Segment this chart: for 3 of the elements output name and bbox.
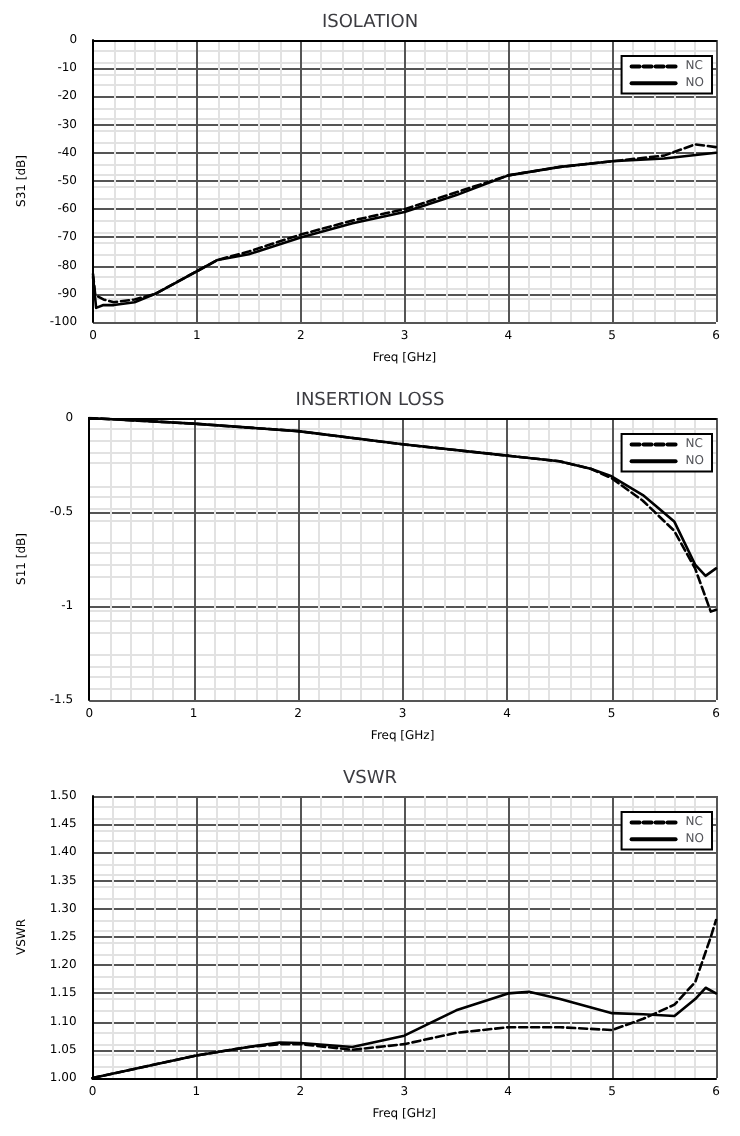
chart-title: VSWR	[342, 769, 398, 789]
chart-title: ISOLATION	[321, 13, 419, 33]
chart-title: INSERTION LOSS	[295, 391, 445, 411]
